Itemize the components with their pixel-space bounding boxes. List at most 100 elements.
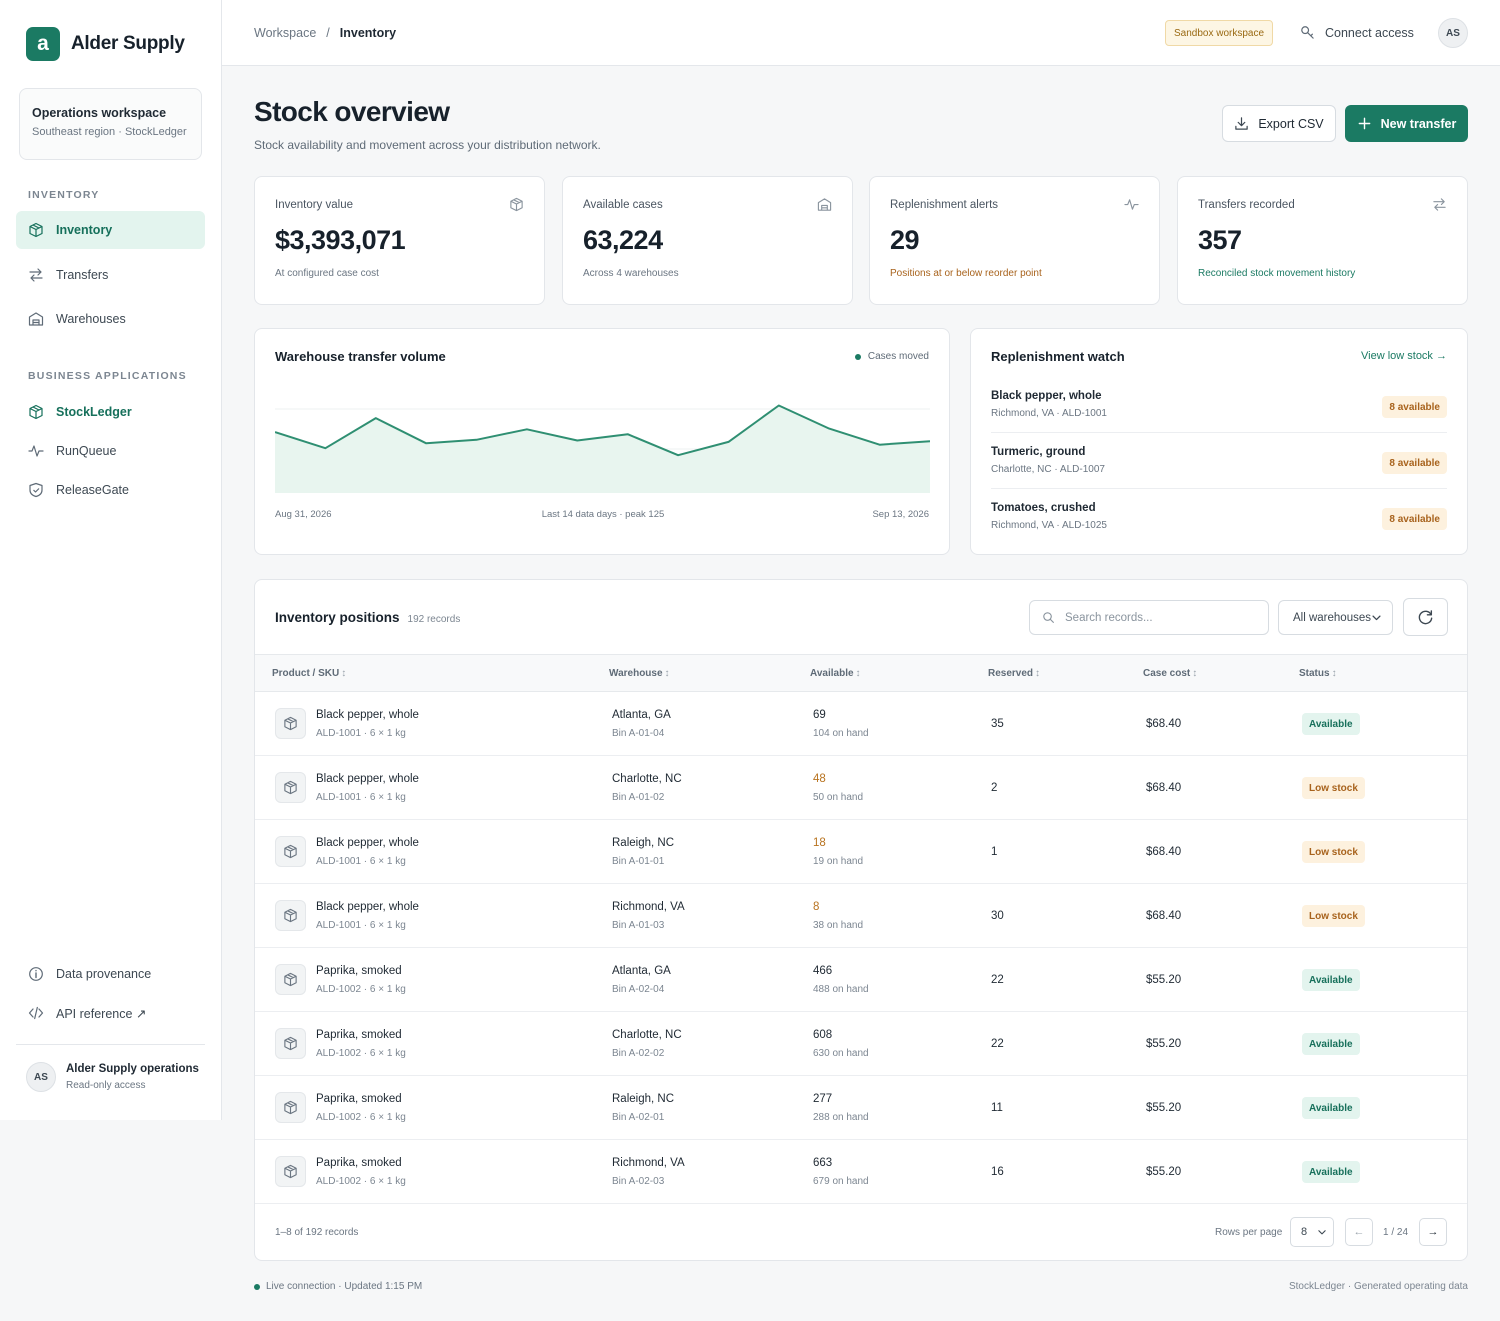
sidebar-item-label: Warehouses xyxy=(56,312,126,326)
search-input[interactable]: Search records... xyxy=(1029,600,1269,635)
table-title: Inventory positions 192 records xyxy=(275,610,460,625)
column-header-status[interactable]: Status ↕ xyxy=(1299,668,1337,679)
case-cost: $68.40 xyxy=(1146,910,1182,922)
available-cell: 8 38 on hand xyxy=(813,901,863,931)
stat-note: At configured case cost xyxy=(275,268,379,279)
legend-dot xyxy=(854,353,861,360)
product-sku: ALD-1001 · 6 × 1 kg xyxy=(316,856,406,867)
on-hand-qty: 679 on hand xyxy=(813,1176,869,1187)
refresh-button[interactable] xyxy=(1403,598,1448,636)
sidebar-item-data-provenance[interactable]: Data provenance xyxy=(16,955,205,993)
sidebar-item-warehouses[interactable]: Warehouses xyxy=(16,300,205,338)
table-row[interactable]: Paprika, smoked ALD-1002 · 6 × 1 kg Charlo… xyxy=(255,1012,1467,1076)
warehouse-cell: Richmond, VA Bin A-01-03 xyxy=(612,901,685,931)
watch-item[interactable]: Tomatoes, crushed Richmond, VA · ALD-102… xyxy=(991,502,1447,558)
sidebar-item-label: API reference ↗ xyxy=(56,1006,147,1021)
product-name: Paprika, smoked xyxy=(316,965,402,977)
page-title: Stock overview xyxy=(254,96,450,127)
sidebar-item-transfers[interactable]: Transfers xyxy=(16,256,205,294)
product-name: Black pepper, whole xyxy=(316,773,419,785)
sandbox-badge: Sandbox workspace xyxy=(1165,20,1274,46)
product-cell: Paprika, smoked ALD-1002 · 6 × 1 kg xyxy=(316,965,406,995)
watch-item[interactable]: Black pepper, whole Richmond, VA · ALD-1… xyxy=(991,390,1447,446)
reserved-qty: 11 xyxy=(991,1102,1003,1114)
x-axis-start-label: Aug 31, 2026 xyxy=(275,509,332,520)
sidebar-app-stockledger[interactable]: StockLedger xyxy=(16,393,205,431)
column-label: Status xyxy=(1299,668,1330,679)
table-row[interactable]: Paprika, smoked ALD-1002 · 6 × 1 kg Raleig… xyxy=(255,1076,1467,1140)
bin-location: Bin A-01-01 xyxy=(612,856,665,867)
column-label: Case cost xyxy=(1143,668,1191,679)
column-header-case-cost[interactable]: Case cost ↕ xyxy=(1143,668,1197,679)
bin-location: Bin A-02-03 xyxy=(612,1176,665,1187)
replenishment-watch-panel: Replenishment watch View low stock → Bla… xyxy=(970,328,1468,555)
product-name: Paprika, smoked xyxy=(316,1093,402,1105)
bin-location: Bin A-02-04 xyxy=(612,984,665,995)
stat-card-replenishment-alerts: Replenishment alerts 29 Positions at or … xyxy=(869,176,1160,305)
table-row[interactable]: Black pepper, whole ALD-1001 · 6 × 1 kg Ri… xyxy=(255,884,1467,948)
footer-note: StockLedger · Generated operating data xyxy=(1288,1281,1468,1292)
sidebar-app-releasegate[interactable]: ReleaseGate xyxy=(16,471,205,509)
warehouse-filter-value: All warehouses xyxy=(1293,611,1371,624)
reserved-qty: 22 xyxy=(991,974,1004,986)
view-low-stock-link[interactable]: View low stock → xyxy=(1361,350,1447,362)
user-role: Read-only access xyxy=(66,1080,146,1091)
refresh-icon xyxy=(1418,609,1433,624)
export-csv-button[interactable]: Export CSV xyxy=(1222,105,1336,142)
column-label: Product / SKU xyxy=(272,668,340,679)
product-sku: ALD-1002 · 6 × 1 kg xyxy=(316,1176,406,1187)
package-icon xyxy=(284,1100,297,1115)
brand[interactable]: a Alder Supply xyxy=(26,27,185,61)
product-name: Black pepper, whole xyxy=(316,709,419,721)
warehouse-name: Richmond, VA xyxy=(612,901,685,913)
on-hand-qty: 288 on hand xyxy=(813,1112,869,1123)
available-qty: 663 xyxy=(813,1157,833,1169)
workspace-switcher[interactable]: Operations workspace Southeast region · … xyxy=(19,88,202,160)
product-thumbnail xyxy=(275,772,306,803)
rows-per-page-select[interactable]: 8 xyxy=(1290,1217,1334,1247)
warehouse-cell: Atlanta, GA Bin A-02-04 xyxy=(612,965,671,995)
stat-value: 63,224 xyxy=(583,225,663,255)
warehouse-cell: Charlotte, NC Bin A-02-02 xyxy=(612,1029,682,1059)
avatar[interactable]: AS xyxy=(1438,18,1468,48)
sidebar-app-runqueue[interactable]: RunQueue xyxy=(16,432,205,470)
bin-location: Bin A-01-02 xyxy=(612,792,665,803)
breadcrumb-workspace[interactable]: Workspace xyxy=(254,26,317,40)
breadcrumb-separator: / xyxy=(326,26,330,40)
user-menu[interactable]: AS Alder Supply operations Read-only acc… xyxy=(26,1062,199,1092)
available-qty: 608 xyxy=(813,1029,833,1041)
column-header-available[interactable]: Available ↕ xyxy=(810,668,861,679)
table-row[interactable]: Black pepper, whole ALD-1001 · 6 × 1 kg Ra… xyxy=(255,820,1467,884)
column-header-reserved[interactable]: Reserved ↕ xyxy=(988,668,1040,679)
connect-access-button[interactable]: Connect access xyxy=(1300,25,1414,40)
legend-label: Cases moved xyxy=(867,351,929,362)
prev-page-button[interactable]: ← xyxy=(1345,1218,1373,1246)
case-cost: $55.20 xyxy=(1146,1038,1182,1050)
connection-status-text: Live connection · Updated 1:15 PM xyxy=(266,1281,423,1292)
product-thumbnail xyxy=(275,708,306,739)
availability-badge: 8 available xyxy=(1382,508,1447,530)
case-cost: $68.40 xyxy=(1146,782,1182,794)
sort-icon: ↕ xyxy=(664,668,670,679)
warehouse-name: Atlanta, GA xyxy=(612,965,671,977)
sidebar-item-api-reference[interactable]: API reference ↗ xyxy=(16,994,205,1032)
on-hand-qty: 630 on hand xyxy=(813,1048,869,1059)
table-row[interactable]: Paprika, smoked ALD-1002 · 6 × 1 kg Richmo… xyxy=(255,1140,1467,1204)
column-header-warehouse[interactable]: Warehouse ↕ xyxy=(609,668,670,679)
available-qty: 48 xyxy=(813,773,826,785)
column-header-product[interactable]: Product / SKU ↕ xyxy=(272,668,346,679)
connect-access-label: Connect access xyxy=(1325,25,1414,40)
table-row[interactable]: Black pepper, whole ALD-1001 · 6 × 1 kg At… xyxy=(255,692,1467,756)
code-icon xyxy=(28,1006,44,1020)
pulse-icon xyxy=(1124,199,1139,210)
warehouse-filter-select[interactable]: All warehouses xyxy=(1278,600,1393,635)
warehouse-cell: Atlanta, GA Bin A-01-04 xyxy=(612,709,671,739)
next-page-button[interactable]: → xyxy=(1419,1218,1447,1246)
sidebar-item-inventory[interactable]: Inventory xyxy=(16,211,205,249)
table-row[interactable]: Paprika, smoked ALD-1002 · 6 × 1 kg Atlant… xyxy=(255,948,1467,1012)
transfer-volume-chart xyxy=(275,404,930,493)
watch-item[interactable]: Turmeric, ground Charlotte, NC · ALD-100… xyxy=(991,446,1447,502)
table-row[interactable]: Black pepper, whole ALD-1001 · 6 × 1 kg Ch… xyxy=(255,756,1467,820)
new-transfer-button[interactable]: New transfer xyxy=(1345,105,1468,142)
table-title-text: Inventory positions xyxy=(275,610,400,625)
